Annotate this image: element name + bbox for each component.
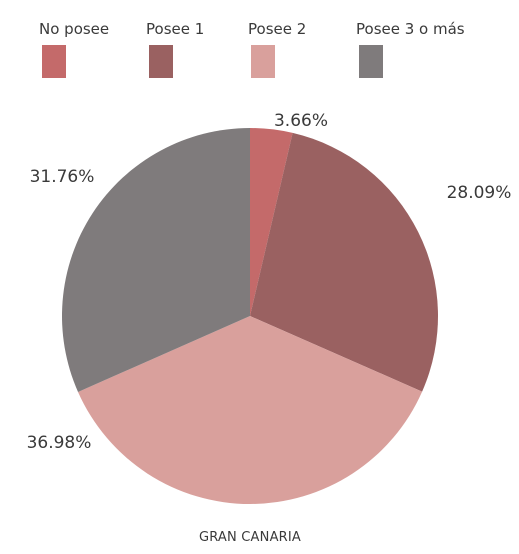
pie-slice-posee-2 <box>78 316 423 504</box>
legend-swatch-posee-2 <box>251 45 275 78</box>
chart-caption: GRAN CANARIA <box>199 530 301 545</box>
legend: No posee Posee 1 Posee 2 Posee 3 o más <box>39 20 465 78</box>
legend-swatch-posee-3-o-mas <box>359 45 383 78</box>
pie-slice-posee-1 <box>250 132 438 392</box>
data-label-posee-1: 28.09% <box>447 183 512 203</box>
pie-slice-posee-3-o-mas <box>62 128 250 392</box>
data-label-no-posee: 3.66% <box>274 111 328 131</box>
data-label-posee-3-o-mas: 31.76% <box>30 167 95 187</box>
legend-label-posee-2: Posee 2 <box>248 20 306 38</box>
legend-label-no-posee: No posee <box>39 20 109 38</box>
pie-slices <box>62 128 438 504</box>
data-labels: 3.66% 28.09% 36.98% 31.76% <box>27 111 512 453</box>
data-label-posee-2: 36.98% <box>27 433 92 453</box>
legend-label-posee-1: Posee 1 <box>146 20 204 38</box>
legend-swatch-posee-1 <box>149 45 173 78</box>
pie-slice-no-posee <box>250 128 293 316</box>
legend-label-posee-3-o-mas: Posee 3 o más <box>356 20 465 38</box>
legend-swatch-no-posee <box>42 45 66 78</box>
